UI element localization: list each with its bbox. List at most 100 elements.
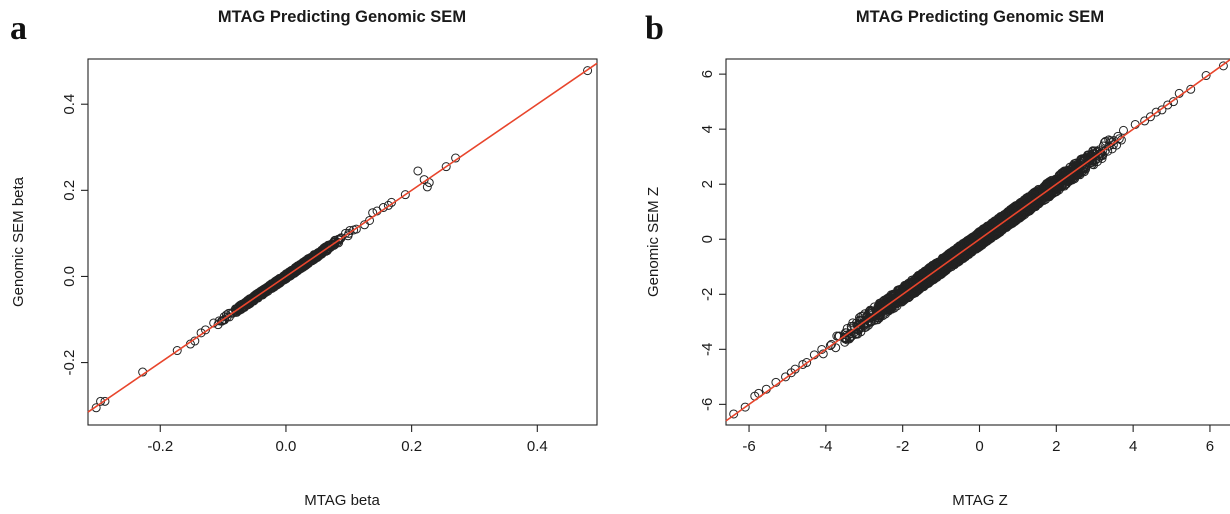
scatter-point: [886, 290, 896, 300]
scatter-point: [825, 341, 835, 351]
scatter-point: [383, 200, 393, 210]
x-tick-label-a: 0.2: [401, 438, 422, 455]
y-axis-label-a: Genomic SEM beta: [10, 176, 27, 307]
scatter-point: [916, 276, 926, 286]
scatter-point: [883, 301, 893, 311]
scatter-point: [242, 297, 252, 307]
y-tick-label-a: -0.2: [61, 350, 78, 376]
scatter-point: [297, 260, 307, 270]
scatter-point: [312, 251, 322, 261]
scatter-point: [1071, 160, 1081, 170]
scatter-point: [400, 190, 410, 200]
scatter-point: [926, 267, 936, 277]
scatter-point: [321, 246, 331, 256]
scatter-point: [413, 166, 423, 176]
plot-frame-a: [87, 58, 598, 426]
x-tick-label-b: -6: [742, 438, 755, 455]
scatter-point: [1079, 167, 1089, 177]
scatter-point: [441, 162, 451, 172]
panel-b: b MTAG Predicting Genomic SEM -6 -4 -2 0 2 4 6…: [645, 8, 1230, 509]
scatter-point: [1088, 155, 1098, 165]
y-tick-label-a: 0.4: [61, 94, 78, 115]
scatter-point: [220, 314, 230, 324]
scatter-point: [976, 238, 986, 248]
scatter-point: [237, 302, 247, 312]
scatter-point: [1151, 107, 1161, 117]
scatter-point: [976, 226, 986, 236]
fit-line-b: [725, 58, 1230, 422]
x-tick-label-b: 4: [1129, 438, 1137, 455]
scatter-point: [201, 325, 211, 335]
x-tick-label-b: 2: [1052, 438, 1060, 455]
scatter-point: [1186, 84, 1196, 94]
scatter-point: [1145, 112, 1155, 122]
scatter-point: [960, 244, 970, 254]
scatter-point: [1218, 61, 1228, 71]
scatter-point: [869, 302, 879, 312]
scatter-point: [329, 240, 339, 250]
x-tick-label-a: 0.0: [276, 438, 297, 455]
x-tick-label-a: -0.2: [147, 438, 173, 455]
scatter-point: [273, 278, 283, 288]
scatter-point: [289, 266, 299, 276]
scatter-point: [1031, 194, 1041, 204]
scatter-point: [365, 215, 375, 225]
scatter-point: [740, 402, 750, 412]
scatter-point: [729, 409, 739, 419]
scatter-point: [1073, 169, 1083, 179]
panel-letter-a: a: [10, 10, 27, 47]
scatter-point: [1049, 188, 1059, 198]
scatter-point: [839, 332, 849, 342]
scatter-point: [979, 226, 989, 236]
scatter-point: [1045, 177, 1055, 187]
scatter-point: [884, 293, 894, 303]
y-tick-label-b: -2: [699, 288, 716, 301]
scatter-point: [281, 270, 291, 280]
scatter-point: [842, 335, 852, 345]
scatter-point: [1057, 180, 1067, 190]
x-tick-label-a: 0.4: [527, 438, 548, 455]
scatter-point: [344, 228, 354, 238]
scatter-point: [1020, 195, 1030, 205]
fit-line-a: [87, 62, 598, 413]
y-tick-label-b: 0: [699, 235, 716, 243]
x-tick-label-b: 0: [975, 438, 983, 455]
scatter-point: [873, 313, 883, 323]
x-axis-label-a: MTAG beta: [304, 492, 380, 509]
scatter-point: [100, 396, 110, 406]
y-tick-label-b: -6: [699, 398, 716, 411]
scatter-point: [1118, 125, 1128, 135]
scatter-point: [270, 279, 280, 289]
scatter-point: [259, 288, 269, 298]
scatter-point: [196, 328, 206, 338]
scatter-point: [1101, 136, 1111, 146]
scatter-point: [336, 233, 346, 243]
scatter-point: [840, 337, 850, 347]
scatter-point: [869, 311, 879, 321]
scatter-point: [172, 346, 182, 356]
scatter-point: [1011, 209, 1021, 219]
scatter-point: [1090, 146, 1100, 156]
scatter-point: [942, 265, 952, 275]
y-axis-label-b: Genomic SEM Z: [645, 187, 662, 297]
scatter-point: [275, 277, 285, 287]
scatter-point: [918, 280, 928, 290]
scatter-point: [268, 281, 278, 291]
scatter-point: [997, 212, 1007, 222]
y-tick-label-a: 0.2: [61, 180, 78, 201]
scatter-point: [1017, 204, 1027, 214]
scatter-point: [945, 248, 955, 258]
scatter-point: [387, 197, 397, 207]
scatter-point: [1157, 105, 1167, 115]
scatter-point: [1031, 202, 1041, 212]
scatter-point: [826, 339, 836, 349]
scatter-point: [920, 266, 930, 276]
y-axis-b: -6 -4 -2 0 2 4 6: [699, 70, 726, 411]
x-tick-label-b: -4: [819, 438, 832, 455]
scatter-point: [351, 224, 361, 234]
x-axis-b: -6 -4 -2 0 2 4 6: [742, 425, 1214, 455]
panel-letter-b: b: [645, 10, 664, 47]
chart-title-a: MTAG Predicting Genomic SEM: [218, 8, 466, 26]
scatter-point: [1114, 134, 1124, 144]
